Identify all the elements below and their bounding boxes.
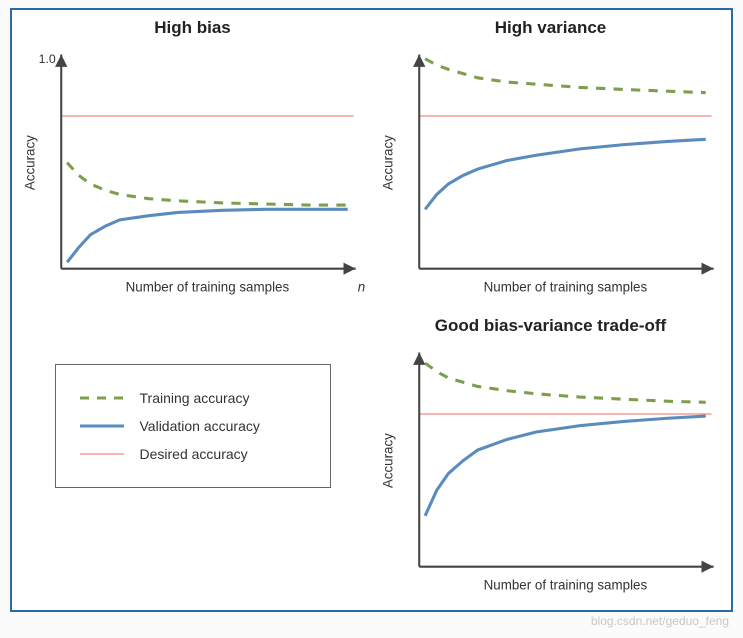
legend-swatch-validation bbox=[78, 417, 126, 435]
panel-high-variance: High variance Accuracy Number of training… bbox=[376, 16, 726, 306]
legend-item-desired: Desired accuracy bbox=[78, 445, 308, 463]
legend-label: Validation accuracy bbox=[140, 418, 260, 434]
legend-box: Training accuracy Validation accuracy De… bbox=[55, 364, 331, 488]
legend-swatch-desired bbox=[78, 445, 126, 463]
panel-legend: Training accuracy Validation accuracy De… bbox=[18, 314, 368, 604]
legend-item-training: Training accuracy bbox=[78, 389, 308, 407]
chart-title: High variance bbox=[376, 18, 726, 38]
svg-text:n: n bbox=[357, 279, 364, 294]
chart-svg-good: Accuracy Number of training samples bbox=[376, 340, 726, 606]
chart-title: High bias bbox=[18, 18, 368, 38]
panel-good: Good bias-variance trade-off Accuracy Num… bbox=[376, 314, 726, 604]
chart-title: Good bias-variance trade-off bbox=[376, 316, 726, 336]
svg-text:Number of training samples: Number of training samples bbox=[483, 279, 647, 294]
legend-label: Desired accuracy bbox=[140, 446, 248, 462]
legend-label: Training accuracy bbox=[140, 390, 250, 406]
svg-text:Accuracy: Accuracy bbox=[380, 135, 395, 190]
legend-item-validation: Validation accuracy bbox=[78, 417, 308, 435]
figure-container: High bias 1.0 Accuracy Number of training … bbox=[0, 0, 743, 638]
legend-swatch-training bbox=[78, 389, 126, 407]
svg-text:Number of training samples: Number of training samples bbox=[483, 577, 647, 592]
chart-svg-high-bias: 1.0 Accuracy Number of training samples n bbox=[18, 42, 368, 308]
chart-svg-high-variance: Accuracy Number of training samples bbox=[376, 42, 726, 308]
svg-text:Number of training samples: Number of training samples bbox=[125, 279, 289, 294]
svg-text:Accuracy: Accuracy bbox=[380, 433, 395, 488]
watermark-text: blog.csdn.net/geduo_feng bbox=[10, 612, 733, 628]
figure-frame: High bias 1.0 Accuracy Number of training … bbox=[10, 8, 733, 612]
panel-high-bias: High bias 1.0 Accuracy Number of training … bbox=[18, 16, 368, 306]
svg-text:1.0: 1.0 bbox=[38, 52, 55, 66]
svg-text:Accuracy: Accuracy bbox=[22, 135, 37, 190]
